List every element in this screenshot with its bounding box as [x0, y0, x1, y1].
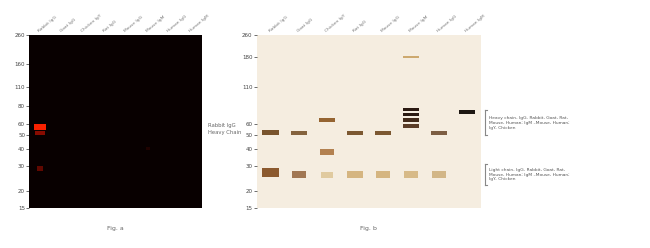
Bar: [320, 149, 334, 155]
Text: Mouse IgG: Mouse IgG: [124, 15, 144, 33]
Text: Light chain- IgG- Rabbit, Goat, Rat,
Mouse, Human; IgM –Mouse, Human;
IgY- Chick: Light chain- IgG- Rabbit, Goat, Rat, Mou…: [489, 168, 569, 182]
Text: Fig. a: Fig. a: [107, 226, 124, 231]
Bar: [263, 168, 280, 177]
Bar: [320, 172, 333, 178]
Bar: [403, 108, 419, 111]
Bar: [291, 131, 307, 135]
Bar: [347, 171, 363, 178]
Text: Goat IgG: Goat IgG: [296, 18, 313, 33]
Bar: [346, 131, 363, 135]
Bar: [318, 118, 335, 122]
Text: Mouse IgM: Mouse IgM: [145, 15, 166, 33]
Text: Rat IgG: Rat IgG: [352, 20, 367, 33]
Text: Rabbit IgG: Rabbit IgG: [38, 15, 58, 33]
Bar: [404, 171, 418, 178]
Bar: [403, 124, 419, 127]
Bar: [375, 131, 391, 135]
Bar: [146, 147, 150, 150]
Text: Heavy chain- IgG- Rabbit, Goat, Rat,
Mouse, Human; IgM –Mouse, Human;
IgY- Chick: Heavy chain- IgG- Rabbit, Goat, Rat, Mou…: [489, 116, 569, 130]
Bar: [35, 131, 45, 135]
Bar: [460, 110, 474, 114]
Bar: [376, 171, 390, 178]
Text: Human IgM: Human IgM: [188, 14, 210, 33]
Bar: [431, 131, 447, 135]
Text: Chicken IgY: Chicken IgY: [81, 14, 103, 33]
Text: Goat IgG: Goat IgG: [59, 18, 76, 33]
Text: Mouse IgM: Mouse IgM: [408, 15, 429, 33]
Text: Rabbit IgG: Rabbit IgG: [268, 15, 289, 33]
Bar: [403, 113, 419, 116]
Text: Rat IgG: Rat IgG: [102, 20, 117, 33]
Bar: [403, 118, 419, 122]
Bar: [292, 171, 306, 178]
Text: Human IgM: Human IgM: [464, 14, 486, 33]
Bar: [432, 171, 446, 178]
Text: Human IgG: Human IgG: [166, 14, 188, 33]
Text: Rabbit IgG
Heavy Chain: Rabbit IgG Heavy Chain: [209, 124, 242, 135]
Text: Human IgG: Human IgG: [436, 14, 458, 33]
Text: Mouse IgG: Mouse IgG: [380, 15, 400, 33]
Text: Chicken IgY: Chicken IgY: [324, 14, 346, 33]
Bar: [263, 130, 280, 135]
Bar: [402, 56, 419, 58]
Text: Fig. b: Fig. b: [361, 226, 377, 231]
Bar: [36, 166, 44, 171]
Bar: [34, 124, 46, 130]
